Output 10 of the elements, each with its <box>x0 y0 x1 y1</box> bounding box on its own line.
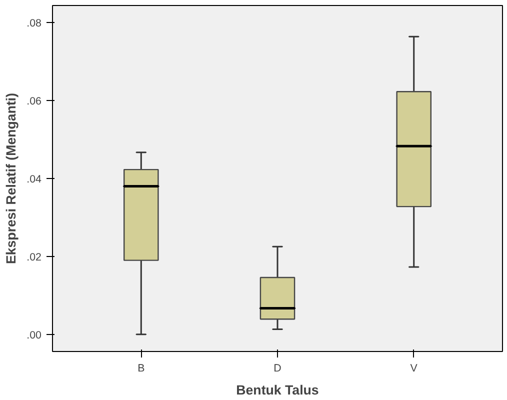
x-tick-label: V <box>410 362 418 374</box>
y-tick-label: .08 <box>26 18 42 30</box>
y-tick-label: .00 <box>26 329 42 342</box>
y-tick-label: .02 <box>26 251 42 264</box>
y-tick-label: .06 <box>26 96 42 108</box>
y-axis-title: Ekspresi Relatif (Menganti) <box>4 92 19 264</box>
x-tick-label: D <box>274 362 282 374</box>
x-axis-title: Bentuk Talus <box>236 382 319 398</box>
x-tick-label: B <box>138 362 145 374</box>
y-tick-label: .04 <box>26 174 42 186</box>
